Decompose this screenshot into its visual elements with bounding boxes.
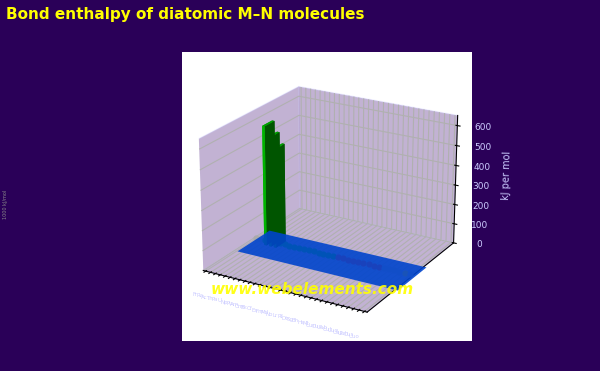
Text: Bond enthalpy of diatomic M–N molecules: Bond enthalpy of diatomic M–N molecules xyxy=(6,7,365,22)
Text: www.webelements.com: www.webelements.com xyxy=(211,282,413,297)
Text: 1000 kJ/mol: 1000 kJ/mol xyxy=(3,190,8,219)
